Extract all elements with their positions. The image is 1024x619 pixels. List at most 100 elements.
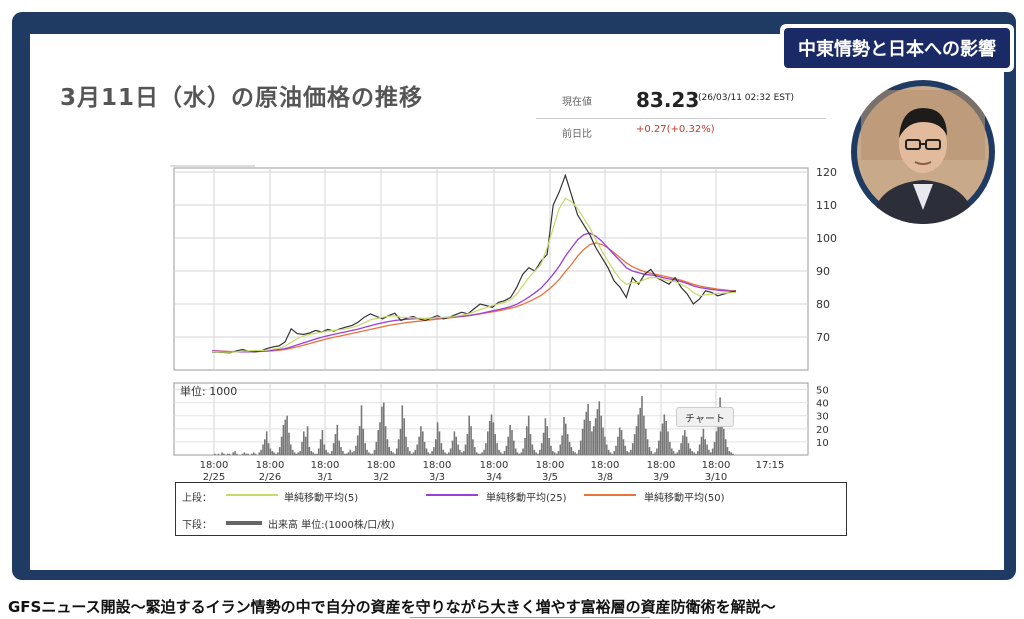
volume-bar xyxy=(492,422,495,455)
volume-bar xyxy=(251,453,253,455)
price-y-tick: 90 xyxy=(816,265,830,278)
volume-bar xyxy=(553,452,556,455)
volume-bar xyxy=(390,451,392,455)
volume-bar xyxy=(474,447,476,455)
volume-bar xyxy=(587,403,589,455)
volume-bar xyxy=(468,415,470,455)
volume-bar xyxy=(394,453,396,455)
volume-bar xyxy=(529,434,532,455)
volume-bar xyxy=(290,444,292,455)
volume-bar xyxy=(650,451,653,455)
volume-bar xyxy=(410,453,413,455)
volume-bar xyxy=(514,448,517,455)
volume-bar xyxy=(555,453,558,455)
volume-bar xyxy=(336,424,339,455)
volume-bar xyxy=(273,452,275,455)
volume-bar xyxy=(245,453,247,455)
volume-bar xyxy=(427,452,430,455)
volume-bar xyxy=(698,444,701,455)
volume-bar xyxy=(578,449,580,455)
volume-bar xyxy=(362,428,365,455)
volume-bar xyxy=(667,431,669,455)
volume-bar xyxy=(643,415,645,455)
volume-unit-label: 単位: 1000 xyxy=(180,384,237,398)
volume-bar xyxy=(414,449,417,455)
volume-bar xyxy=(654,452,656,455)
volume-bar xyxy=(680,443,682,455)
volume-bar xyxy=(422,431,424,455)
x-tick-time: 18:00 xyxy=(536,460,565,471)
volume-bar xyxy=(628,452,630,455)
volume-bar xyxy=(356,435,359,455)
volume-bar xyxy=(221,452,223,455)
legend-ma50-swatch xyxy=(584,494,636,496)
volume-bar xyxy=(663,414,666,455)
volume-bar xyxy=(615,445,617,455)
x-tick-time: 18:00 xyxy=(480,460,509,471)
volume-bar xyxy=(674,453,677,455)
volume-bar xyxy=(715,431,718,455)
volume-bar xyxy=(338,440,340,455)
volume-bar xyxy=(533,449,536,455)
volume-y-tick: 10 xyxy=(816,438,829,449)
volume-bar xyxy=(470,426,472,455)
volume-bar xyxy=(488,421,491,455)
volume-bar xyxy=(652,453,654,455)
volume-bar xyxy=(213,453,216,455)
x-tick-date: 3/2 xyxy=(373,472,389,483)
volume-bar xyxy=(483,449,485,455)
volume-bar xyxy=(243,452,246,455)
volume-bar xyxy=(349,449,352,455)
presenter-illustration xyxy=(857,86,989,224)
volume-bar xyxy=(236,453,238,455)
volume-bar xyxy=(260,449,262,455)
volume-bar xyxy=(618,427,621,455)
volume-bar xyxy=(459,449,461,455)
volume-bar xyxy=(416,444,418,455)
volume-bar xyxy=(384,426,387,455)
volume-bar xyxy=(442,449,444,455)
volume-bar xyxy=(383,402,385,455)
topic-banner: 中東情勢と日本への影響 xyxy=(780,24,1014,72)
x-tick-date: 3/8 xyxy=(597,472,613,483)
volume-bar xyxy=(574,452,576,455)
x-tick-time: 18:00 xyxy=(591,460,620,471)
volume-bar xyxy=(444,452,446,455)
volume-bar xyxy=(429,453,431,455)
volume-bar xyxy=(267,443,270,455)
volume-bar xyxy=(531,444,534,455)
volume-bar xyxy=(269,448,272,455)
volume-bar xyxy=(496,443,498,455)
x-tick-time: 18:00 xyxy=(367,460,396,471)
volume-bar xyxy=(724,439,727,455)
volume-bar xyxy=(475,452,478,455)
volume-bar xyxy=(481,452,483,455)
volume-bar xyxy=(373,449,376,455)
volume-bar xyxy=(397,439,400,455)
volume-bar xyxy=(351,452,353,455)
volume-bar xyxy=(535,452,537,455)
volume-bar xyxy=(360,405,363,455)
volume-bar xyxy=(526,426,528,455)
volume-bar xyxy=(321,430,324,455)
volume-bar xyxy=(602,427,604,455)
volume-bar xyxy=(589,421,591,455)
volume-bar xyxy=(702,428,705,455)
volume-bar xyxy=(308,447,311,455)
price-change: +0.27(+0.32%) xyxy=(636,124,715,135)
volume-bar xyxy=(291,449,294,455)
volume-bar xyxy=(345,453,348,455)
volume-bar xyxy=(559,444,562,455)
volume-bar xyxy=(581,428,584,455)
volume-bar xyxy=(732,453,734,455)
volume-bar xyxy=(498,449,500,455)
volume-bar xyxy=(477,453,480,455)
price-line xyxy=(211,173,737,354)
price-y-tick: 70 xyxy=(816,331,830,344)
volume-bar xyxy=(550,445,552,455)
x-tick-time: 18:00 xyxy=(311,460,340,471)
volume-bar xyxy=(723,428,725,455)
volume-bar xyxy=(648,447,651,455)
volume-bar xyxy=(226,453,229,455)
volume-bar xyxy=(431,451,433,455)
